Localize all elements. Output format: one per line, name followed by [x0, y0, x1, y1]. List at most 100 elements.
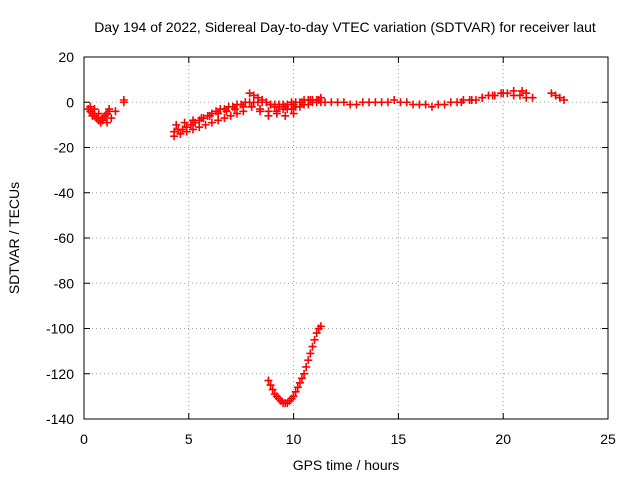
data-point	[258, 95, 267, 104]
series-dip	[264, 322, 325, 408]
data-point	[312, 329, 321, 338]
y-tick-label: -60	[54, 230, 74, 246]
data-point	[180, 118, 189, 127]
data-point	[182, 127, 191, 136]
data-point	[306, 349, 315, 358]
data-point	[205, 111, 214, 120]
data-point	[427, 102, 436, 111]
data-point	[522, 89, 531, 98]
data-point	[220, 114, 229, 123]
data-point	[268, 385, 277, 394]
data-point	[88, 111, 97, 120]
data-point	[226, 111, 235, 120]
plot-frame	[83, 56, 609, 420]
y-tick-labels: -140 -120 -100 -80 -60 -40 -20 0 20	[46, 49, 74, 427]
data-point	[111, 107, 120, 116]
data-point	[547, 89, 556, 98]
y-tick-label: -100	[46, 321, 74, 337]
series-main-arc	[170, 89, 325, 141]
data-point	[86, 102, 95, 111]
data-point	[559, 95, 568, 104]
data-point	[297, 98, 306, 107]
x-tick-label: 0	[80, 431, 88, 447]
data-point	[515, 91, 524, 100]
data-point	[304, 356, 313, 365]
data-point	[90, 105, 99, 114]
data-point	[239, 102, 248, 111]
data-point	[96, 118, 105, 127]
x-tick-label: 25	[600, 431, 616, 447]
data-point	[230, 105, 239, 114]
data-point	[306, 95, 315, 104]
data-point	[201, 120, 210, 129]
data-point	[264, 376, 273, 385]
axis-ticks	[83, 56, 609, 420]
data-point	[94, 109, 103, 118]
y-tick-label: -120	[46, 366, 74, 382]
data-point	[289, 392, 298, 401]
data-point	[119, 98, 128, 107]
chart-title: Day 194 of 2022, Sidereal Day-to-day VTE…	[94, 19, 596, 35]
data-point	[107, 114, 116, 123]
data-point	[402, 98, 411, 107]
gridlines	[84, 57, 608, 419]
data-point	[188, 116, 197, 125]
data-point	[295, 102, 304, 111]
data-point	[247, 102, 256, 111]
x-tick-label: 15	[391, 431, 407, 447]
data-point	[256, 107, 265, 116]
data-point	[518, 86, 527, 95]
x-tick-label: 20	[495, 431, 511, 447]
data-point	[509, 86, 518, 95]
data-point	[188, 125, 197, 134]
data-point	[176, 129, 185, 138]
data-point	[440, 100, 449, 109]
data-point	[316, 322, 325, 331]
data-point	[281, 111, 290, 120]
data-point	[281, 102, 290, 111]
data-point	[295, 378, 304, 387]
data-point	[253, 93, 262, 102]
series-early-cluster	[84, 95, 128, 127]
data-point	[245, 89, 254, 98]
data-point	[264, 111, 273, 120]
data-point	[457, 98, 466, 107]
data-point	[339, 98, 348, 107]
data-point	[289, 109, 298, 118]
x-tick-label: 10	[286, 431, 302, 447]
data-point	[467, 95, 476, 104]
data-point	[314, 95, 323, 104]
data-point	[207, 118, 216, 127]
data-point	[390, 95, 399, 104]
data-point	[262, 98, 271, 107]
data-point	[421, 100, 430, 109]
data-point	[178, 125, 187, 134]
x-tick-label: 5	[185, 431, 193, 447]
y-tick-label: 0	[66, 94, 74, 110]
data-points	[84, 86, 568, 408]
data-point	[304, 100, 313, 109]
data-point	[300, 369, 309, 378]
data-point	[105, 105, 114, 114]
x-axis-label: GPS time / hours	[293, 457, 400, 473]
data-point	[287, 105, 296, 114]
data-point	[551, 91, 560, 100]
data-point	[499, 89, 508, 98]
data-point	[289, 100, 298, 109]
data-point	[214, 116, 223, 125]
data-point	[308, 342, 317, 351]
data-point	[352, 100, 361, 109]
y-tick-label: -40	[54, 185, 74, 201]
data-point	[197, 114, 206, 123]
data-point	[297, 374, 306, 383]
y-tick-label: 20	[58, 49, 74, 65]
data-point	[293, 383, 302, 392]
data-point	[272, 107, 281, 116]
data-point	[222, 107, 231, 116]
data-point	[172, 120, 181, 129]
y-tick-label: -140	[46, 411, 74, 427]
y-tick-label: -80	[54, 275, 74, 291]
data-point	[310, 335, 319, 344]
data-point	[233, 109, 242, 118]
data-point	[214, 109, 223, 118]
